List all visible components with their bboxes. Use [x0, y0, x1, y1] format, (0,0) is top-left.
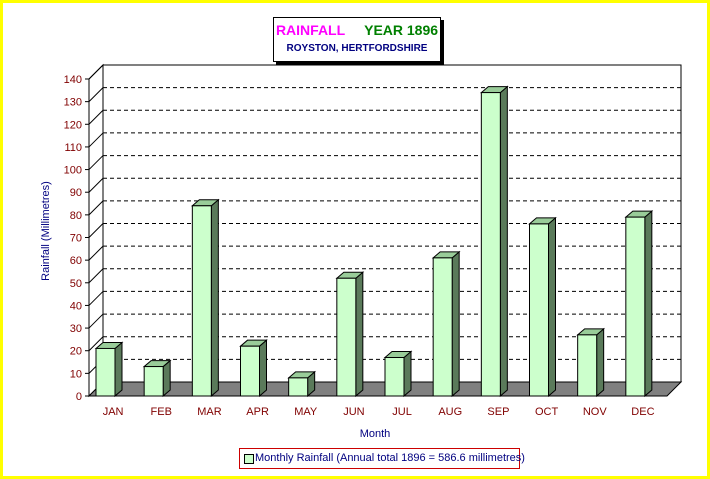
y-tick-label: 120	[64, 119, 82, 131]
y-tick-label: 60	[70, 255, 82, 267]
gridline-side	[88, 313, 104, 329]
gridline-side	[88, 336, 104, 352]
rainfall-chart: 0 10 20 30 40 50 60 70 80 90 100 110 120 130 140 JAN FEB…	[40, 63, 683, 440]
x-tick-label: MAR	[197, 406, 222, 418]
gridline-side	[88, 109, 104, 125]
bar-jun	[336, 277, 357, 397]
gridline-side	[88, 223, 104, 238]
x-tick-label: FEB	[151, 406, 172, 418]
y-tick-label: 30	[70, 323, 82, 335]
y-tick-label: 40	[70, 300, 82, 312]
x-tick-label: SEP	[487, 406, 509, 418]
gridline-side	[88, 291, 104, 306]
bar-side	[499, 85, 508, 398]
legend: Monthly Rainfall (Annual total 1896 = 58…	[239, 448, 525, 469]
x-tick-label: JUN	[343, 406, 364, 418]
gridline-side	[88, 87, 104, 102]
x-tick-label: APR	[246, 406, 269, 418]
gridline-side	[88, 155, 104, 170]
gridline-side	[88, 245, 104, 261]
x-tick-label: JAN	[103, 406, 124, 418]
title-rainfall: RAINFALL	[275, 22, 345, 38]
x-tick-label: DEC	[631, 406, 654, 418]
bar-side	[114, 341, 123, 398]
bar-jul	[384, 357, 405, 397]
bar-side	[451, 250, 460, 398]
y-tick-label: 50	[70, 278, 82, 290]
bar-jan	[95, 347, 116, 397]
gridline-side	[88, 268, 104, 284]
x-tick-label: JUL	[392, 406, 412, 418]
y-tick-label: 110	[64, 142, 82, 154]
bar-sep	[480, 92, 501, 397]
legend-swatch	[244, 454, 254, 464]
y-axis-title: Rainfall (Millimetres)	[40, 181, 52, 281]
y-tick-label: 20	[70, 346, 82, 358]
gridline-side	[88, 177, 104, 193]
bar-mar	[191, 205, 212, 397]
gridline-side	[88, 64, 104, 80]
x-tick-label: OCT	[535, 406, 559, 418]
title-box: RAINFALL YEAR 1896 ROYSTON, HERTFORDSHIR…	[273, 17, 441, 62]
x-tick-label: AUG	[438, 406, 462, 418]
y-tick-label: 70	[70, 233, 82, 245]
bar-side	[548, 216, 556, 398]
bar-may	[288, 377, 309, 397]
title-year: YEAR 1896	[364, 22, 439, 38]
x-axis-title: Month	[360, 428, 391, 440]
y-tick-label: 0	[76, 391, 82, 403]
legend-label: Monthly Rainfall (Annual total 1896 = 58…	[255, 452, 525, 464]
bar-side	[210, 198, 219, 398]
bar-dec	[625, 216, 646, 397]
bar-side	[403, 350, 412, 398]
bar-apr	[240, 345, 260, 397]
y-tick-label: 130	[64, 97, 82, 109]
x-tick-label: NOV	[583, 406, 608, 418]
bar-side	[644, 210, 653, 398]
y-tick-label: 80	[70, 210, 82, 222]
chart-title: RAINFALL YEAR 1896	[274, 22, 440, 38]
y-tick-label: 10	[70, 368, 82, 380]
bar-side	[355, 271, 364, 398]
y-tick-label: 140	[64, 74, 82, 86]
bar-nov	[577, 334, 598, 397]
y-tick-label: 100	[64, 165, 82, 177]
x-tick-label: MAY	[294, 406, 318, 418]
y-tick-label: 90	[70, 187, 82, 199]
gridline-side	[88, 132, 104, 148]
bar-side	[259, 339, 267, 398]
bar-oct	[529, 223, 549, 397]
gridline-side	[88, 200, 104, 216]
bar-side	[596, 327, 605, 398]
chart-subtitle: ROYSTON, HERTFORDSHIRE	[286, 43, 428, 54]
bar-aug	[432, 257, 453, 397]
bar-feb	[143, 366, 164, 397]
